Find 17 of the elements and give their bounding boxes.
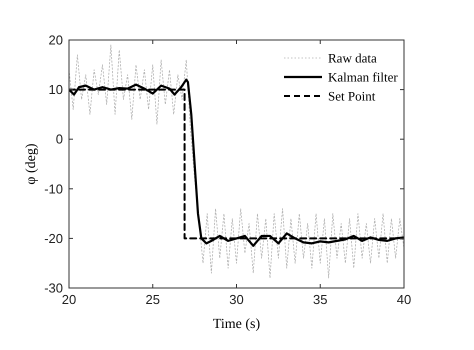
x-tick-label: 40 [396,292,412,307]
y-axis-title: φ (deg) [24,143,39,185]
y-tick-label: -30 [44,280,63,296]
legend-label: Kalman filter [328,70,398,84]
y-tick-label: -20 [44,230,63,246]
legend-label: Set Point [328,88,376,104]
y-tick-label: -10 [44,181,63,196]
legend-label: Raw data [328,50,377,66]
x-tick-label: 30 [229,292,244,307]
x-tick-label: 25 [146,292,160,307]
y-tick-label: 10 [48,82,63,98]
x-tick-label: 20 [62,292,76,307]
x-tick-label: 35 [313,292,328,307]
line-series [69,44,404,278]
y-tick-label: 0 [56,132,63,147]
x-axis-title: Time (s) [212,317,260,332]
y-tick-label: 20 [48,32,63,48]
